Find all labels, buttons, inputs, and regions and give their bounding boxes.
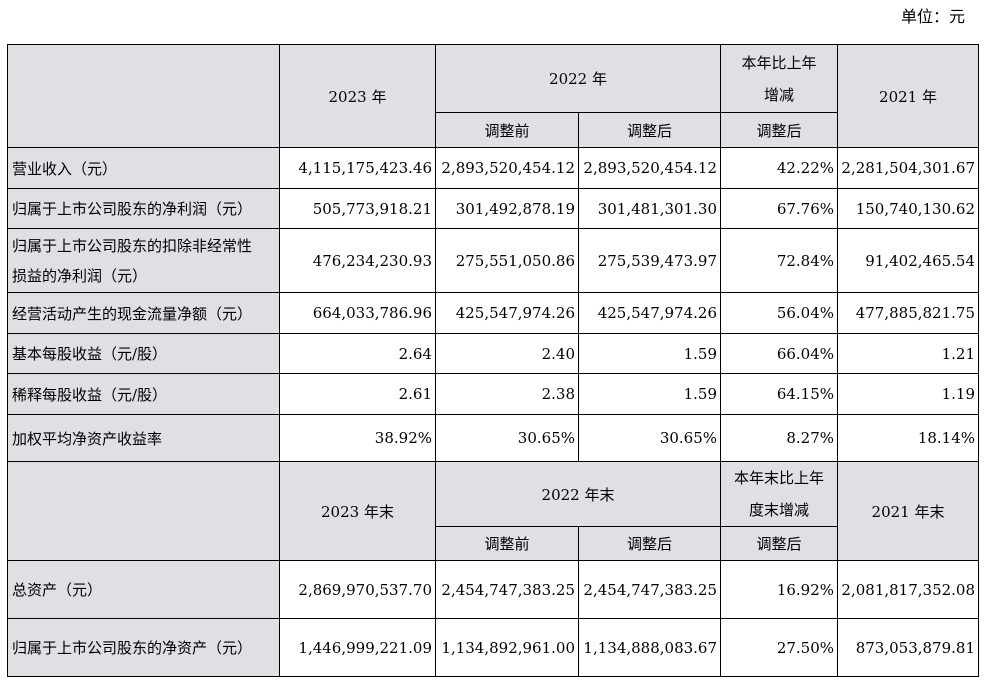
value-2022-after: 2,893,520,454.12 bbox=[577, 147, 722, 189]
value-2022-before: 1,134,892,961.00 bbox=[435, 618, 579, 677]
value-2021: 1.21 bbox=[837, 333, 980, 374]
value-2023: 4,115,175,423.46 bbox=[279, 147, 436, 189]
header-change-after: 调整后 bbox=[720, 526, 839, 561]
value-2022-after: 425,547,974.26 bbox=[577, 292, 722, 334]
value-2023: 2.61 bbox=[279, 373, 436, 415]
header-change-after: 调整后 bbox=[720, 112, 839, 148]
value-2022-after: 1,134,888,083.67 bbox=[577, 618, 722, 677]
header-change: 本年比上年 增减 bbox=[720, 44, 839, 113]
value-2022-after: 275,539,473.97 bbox=[577, 228, 722, 293]
row-label: 总资产（元） bbox=[7, 560, 280, 619]
value-change: 42.22% bbox=[720, 147, 839, 189]
row-label: 归属于上市公司股东的净利润（元） bbox=[7, 188, 280, 229]
value-2021: 2,281,504,301.67 bbox=[837, 147, 980, 189]
header-2022: 2022 年 bbox=[434, 44, 722, 113]
row-label: 经营活动产生的现金流量净额（元） bbox=[7, 292, 280, 334]
header-change-line2: 度末增减 bbox=[749, 501, 810, 519]
header-2022-end: 2022 年末 bbox=[434, 461, 722, 527]
value-2022-after: 1.59 bbox=[577, 333, 722, 374]
table-row: 归属于上市公司股东的净资产（元） 1,446,999,221.09 1,134,… bbox=[7, 618, 980, 677]
value-2022-before: 2,454,747,383.25 bbox=[435, 560, 579, 619]
header-2021-end: 2021 年末 bbox=[837, 461, 980, 561]
table-row: 营业收入（元） 4,115,175,423.46 2,893,520,454.1… bbox=[7, 147, 980, 189]
value-2023: 2.64 bbox=[279, 333, 436, 374]
header-blank-cell bbox=[7, 461, 280, 561]
header-2022-before: 调整前 bbox=[435, 526, 579, 561]
value-2022-before: 2.38 bbox=[435, 373, 579, 415]
value-2021: 150,740,130.62 bbox=[837, 188, 980, 229]
header-change-line1: 本年末比上年 bbox=[734, 469, 825, 487]
value-2021: 18.14% bbox=[837, 414, 980, 462]
header-change-end: 本年末比上年 度末增减 bbox=[720, 461, 839, 527]
value-2023: 664,033,786.96 bbox=[279, 292, 436, 334]
value-change: 56.04% bbox=[720, 292, 839, 334]
value-2022-after: 1.59 bbox=[577, 373, 722, 415]
value-2022-before: 30.65% bbox=[435, 414, 579, 462]
row-label: 基本每股收益（元/股） bbox=[7, 333, 280, 374]
value-2023: 2,869,970,537.70 bbox=[279, 560, 436, 619]
row-label: 稀释每股收益（元/股） bbox=[7, 373, 280, 415]
table-row: 归属于上市公司股东的净利润（元） 505,773,918.21 301,492,… bbox=[7, 188, 980, 229]
row-label: 归属于上市公司股东的扣除非经常性 损益的净利润（元） bbox=[7, 228, 280, 293]
value-change: 8.27% bbox=[720, 414, 839, 462]
row-label: 加权平均净资产收益率 bbox=[7, 414, 280, 462]
header-2022-before: 调整前 bbox=[435, 112, 579, 148]
table-row: 稀释每股收益（元/股） 2.61 2.38 1.59 64.15% 1.19 bbox=[7, 373, 980, 415]
value-2021: 91,402,465.54 bbox=[837, 228, 980, 293]
value-2023: 476,234,230.93 bbox=[279, 228, 436, 293]
header-2022-after: 调整后 bbox=[577, 526, 722, 561]
value-2021: 873,053,879.81 bbox=[837, 618, 980, 677]
table-row: 加权平均净资产收益率 38.92% 30.65% 30.65% 8.27% 18… bbox=[7, 414, 980, 462]
value-2021: 477,885,821.75 bbox=[837, 292, 980, 334]
value-change: 27.50% bbox=[720, 618, 839, 677]
value-2022-after: 30.65% bbox=[577, 414, 722, 462]
row-label: 营业收入（元） bbox=[7, 147, 280, 189]
value-2022-before: 425,547,974.26 bbox=[435, 292, 579, 334]
value-2022-before: 2,893,520,454.12 bbox=[435, 147, 579, 189]
value-2022-before: 301,492,878.19 bbox=[435, 188, 579, 229]
value-2021: 1.19 bbox=[837, 373, 980, 415]
row-label-line1: 归属于上市公司股东的扣除非经常性 bbox=[12, 236, 253, 255]
value-change: 67.76% bbox=[720, 188, 839, 229]
value-change: 16.92% bbox=[720, 560, 839, 619]
value-2022-after: 301,481,301.30 bbox=[577, 188, 722, 229]
table-row: 经营活动产生的现金流量净额（元） 664,033,786.96 425,547,… bbox=[7, 292, 980, 334]
financial-indicators-table: 2023 年 2022 年 本年比上年 增减 2021 年 调整前 调整后 调整… bbox=[7, 44, 980, 677]
value-change: 64.15% bbox=[720, 373, 839, 415]
value-2021: 2,081,817,352.08 bbox=[837, 560, 980, 619]
value-2022-before: 275,551,050.86 bbox=[435, 228, 579, 293]
table-row: 基本每股收益（元/股） 2.64 2.40 1.59 66.04% 1.21 bbox=[7, 333, 980, 374]
header-2023: 2023 年 bbox=[279, 44, 436, 148]
value-change: 66.04% bbox=[720, 333, 839, 374]
header-2023-end: 2023 年末 bbox=[279, 461, 436, 561]
value-change: 72.84% bbox=[720, 228, 839, 293]
value-2023: 505,773,918.21 bbox=[279, 188, 436, 229]
table-row: 归属于上市公司股东的扣除非经常性 损益的净利润（元） 476,234,230.9… bbox=[7, 228, 980, 293]
header-change-line2: 增减 bbox=[764, 85, 795, 104]
header-2021: 2021 年 bbox=[837, 44, 980, 148]
header-2022-after: 调整后 bbox=[577, 112, 722, 148]
header-blank-cell bbox=[7, 44, 280, 148]
table-row: 总资产（元） 2,869,970,537.70 2,454,747,383.25… bbox=[7, 560, 980, 619]
row-label: 归属于上市公司股东的净资产（元） bbox=[7, 618, 280, 677]
unit-label: 单位：元 bbox=[900, 7, 965, 26]
value-2022-after: 2,454,747,383.25 bbox=[577, 560, 722, 619]
value-2023: 1,446,999,221.09 bbox=[279, 618, 436, 677]
row-label-line2: 损益的净利润（元） bbox=[12, 266, 148, 285]
value-2023: 38.92% bbox=[279, 414, 436, 462]
value-2022-before: 2.40 bbox=[435, 333, 579, 374]
header-change-line1: 本年比上年 bbox=[741, 53, 817, 72]
